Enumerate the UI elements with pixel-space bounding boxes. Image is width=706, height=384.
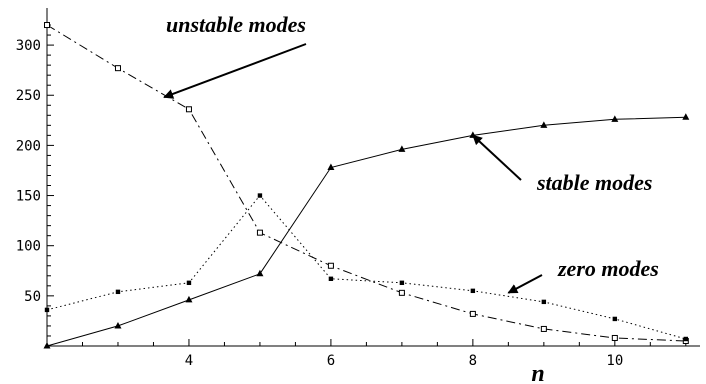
annotation-layer: unstable modes stable modes zero modes	[163, 12, 659, 294]
data-point-unstable-modes-6	[327, 262, 334, 269]
data-point-zero-modes-11	[683, 336, 689, 342]
data-point-stable-modes-5	[256, 269, 264, 277]
data-point-zero-modes-7	[399, 280, 405, 286]
data-point-zero-modes-3	[115, 289, 121, 295]
data-point-stable-modes-9	[540, 121, 548, 128]
annotation-arrow-zero-modes	[507, 274, 543, 294]
data-point-unstable-modes-8	[469, 310, 476, 317]
x-tick-label-8: 8	[469, 353, 477, 369]
data-point-zero-modes-8	[470, 288, 476, 294]
data-point-unstable-modes-7	[398, 289, 405, 296]
data-point-stable-modes-2	[43, 342, 51, 349]
annotation-label-unstable-modes: unstable modes	[166, 12, 306, 37]
y-tick-label-100: 100	[16, 239, 41, 255]
data-point-unstable-modes-10	[611, 334, 618, 341]
y-tick-label-250: 250	[16, 88, 41, 104]
data-point-zero-modes-4	[186, 280, 192, 286]
data-point-stable-modes-3	[114, 321, 122, 329]
annotation-label-stable-modes: stable modes	[536, 170, 653, 195]
data-point-zero-modes-5	[257, 193, 263, 198]
data-point-unstable-modes-9	[540, 325, 547, 332]
x-tick-label-6: 6	[327, 353, 335, 369]
y-tick-label-50: 50	[24, 289, 41, 305]
data-point-unstable-modes-2	[44, 22, 50, 29]
data-point-zero-modes-10	[612, 316, 618, 322]
annotation-arrow-unstable-modes	[163, 43, 307, 99]
data-point-stable-modes-6	[327, 163, 335, 170]
data-point-stable-modes-10	[611, 115, 619, 122]
series-line-stable-modes	[46, 116, 686, 347]
data-point-zero-modes-2	[44, 307, 50, 313]
annotation-arrow-stable-modes	[472, 134, 522, 181]
annotation-stable-modes: stable modes	[472, 134, 653, 195]
series-stable-modes	[43, 113, 690, 349]
series-layer	[43, 22, 690, 349]
series-zero-modes	[44, 193, 689, 342]
data-point-zero-modes-9	[541, 299, 547, 305]
data-point-stable-modes-11	[682, 113, 690, 120]
x-tick-label-4: 4	[185, 353, 193, 369]
data-point-zero-modes-6	[328, 276, 334, 281]
y-tick-label-300: 300	[16, 38, 41, 54]
series-line-zero-modes	[46, 194, 686, 340]
data-point-unstable-modes-3	[114, 65, 121, 72]
series-line-unstable-modes	[46, 24, 686, 342]
data-point-stable-modes-4	[185, 295, 193, 303]
axes: 50 100 150 200 250 300 4 6 8 10 n	[16, 8, 700, 384]
annotation-label-zero-modes: zero modes	[557, 256, 659, 281]
annotation-unstable-modes: unstable modes	[163, 12, 307, 99]
y-tick-label-200: 200	[16, 138, 41, 154]
y-tick-label-150: 150	[16, 189, 41, 205]
data-point-unstable-modes-4	[185, 106, 192, 113]
annotation-zero-modes: zero modes	[507, 256, 659, 294]
data-point-stable-modes-7	[398, 145, 406, 152]
x-tick-label-10: 10	[606, 353, 623, 369]
data-point-unstable-modes-5	[256, 229, 263, 236]
x-axis-title: n	[531, 361, 544, 384]
